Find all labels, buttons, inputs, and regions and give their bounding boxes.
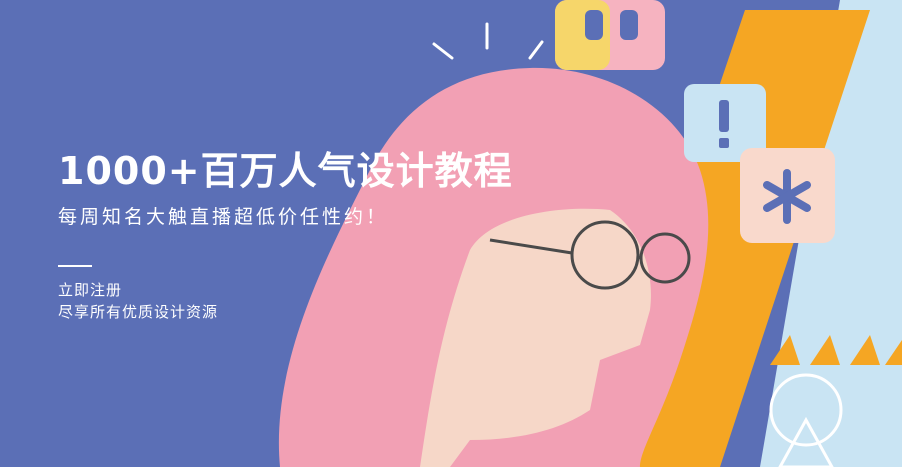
exclamation-icon <box>684 84 766 162</box>
glasses <box>489 220 691 290</box>
subheadline: 每周知名大触直播超低价任性约！ <box>58 206 389 228</box>
face <box>420 208 651 467</box>
register-link[interactable]: 立即注册 <box>58 281 123 299</box>
sparkle-lines <box>432 22 544 60</box>
description: 尽享所有优质设计资源 <box>58 303 219 321</box>
circle-outline <box>769 373 843 447</box>
triangle-icon <box>778 416 834 467</box>
letter-b-icon <box>555 0 665 70</box>
triangle-pattern <box>770 335 902 365</box>
headline: 1000+百万人气设计教程 <box>58 149 513 193</box>
asterisk-icon <box>740 148 835 243</box>
banner-text: 1000+百万人气设计教程 每周知名大触直播超低价任性约！ 立即注册 尽享所有优… <box>58 148 513 323</box>
divider <box>58 265 92 267</box>
